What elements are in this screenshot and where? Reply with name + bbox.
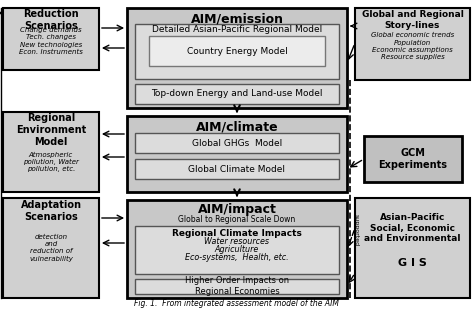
Text: Eco-systems,  Health, etc.: Eco-systems, Health, etc. [185, 254, 289, 263]
Text: detection
and
reduction of
vulnerability: detection and reduction of vulnerability [29, 234, 73, 262]
Text: Asian-Pacific
Social, Economic
and Environmental: Asian-Pacific Social, Economic and Envir… [364, 213, 461, 243]
Text: Global GHGs  Model: Global GHGs Model [192, 138, 282, 147]
Text: Detailed Asian-Pacific Regional Model: Detailed Asian-Pacific Regional Model [152, 25, 322, 34]
Text: Regional
Environment
Model: Regional Environment Model [16, 113, 86, 146]
Bar [127, 200, 347, 298]
Text: Change demands
Tech. changes
New technologies
Econ. Instruments: Change demands Tech. changes New technol… [19, 28, 83, 54]
Text: Higher Order Impacts on
Regional Economies: Higher Order Impacts on Regional Economi… [185, 276, 289, 296]
Text: Global and Regional
Story-lines: Global and Regional Story-lines [362, 10, 464, 30]
Text: Agriculture: Agriculture [215, 245, 259, 254]
Bar [127, 116, 347, 192]
Text: GCM
Experiments: GCM Experiments [379, 148, 447, 170]
Bar [135, 279, 339, 294]
Text: Water resources: Water resources [204, 238, 270, 247]
Bar [149, 36, 325, 66]
Text: AIM/emission: AIM/emission [191, 13, 283, 25]
Text: feedback: feedback [0, 137, 2, 169]
Bar [355, 198, 470, 298]
Text: supported: supported [354, 214, 359, 246]
Text: Fig. 1.  From integrated assessment model of the AIM: Fig. 1. From integrated assessment model… [135, 299, 339, 308]
Bar [135, 159, 339, 179]
Text: Reduction
Scenarios: Reduction Scenarios [23, 9, 79, 31]
Bar [3, 8, 99, 70]
Bar [3, 198, 99, 298]
Text: Country Energy Model: Country Energy Model [187, 47, 287, 55]
Bar [135, 133, 339, 153]
Text: Atmospheric
pollution, Water
pollution, etc.: Atmospheric pollution, Water pollution, … [23, 152, 79, 172]
Bar [135, 226, 339, 274]
Text: Global economic trends
Population
Economic assumptions
Resource supplies: Global economic trends Population Econom… [371, 32, 454, 60]
Bar [364, 136, 462, 182]
Text: Regional Climate Impacts: Regional Climate Impacts [172, 229, 302, 239]
Text: Adaptation
Scenarios: Adaptation Scenarios [20, 200, 82, 222]
Bar [135, 84, 339, 104]
Text: AIM/climate: AIM/climate [196, 121, 278, 134]
Bar [3, 112, 99, 192]
Text: Top-down Energy and Land-use Model: Top-down Energy and Land-use Model [151, 90, 323, 99]
Bar [127, 8, 347, 108]
Text: Global to Regional Scale Down: Global to Regional Scale Down [178, 215, 296, 224]
Text: Global Climate Model: Global Climate Model [189, 165, 285, 173]
Text: AIM/impact: AIM/impact [198, 203, 276, 217]
Text: G I S: G I S [398, 258, 427, 268]
Bar [355, 8, 470, 80]
Bar [135, 24, 339, 79]
